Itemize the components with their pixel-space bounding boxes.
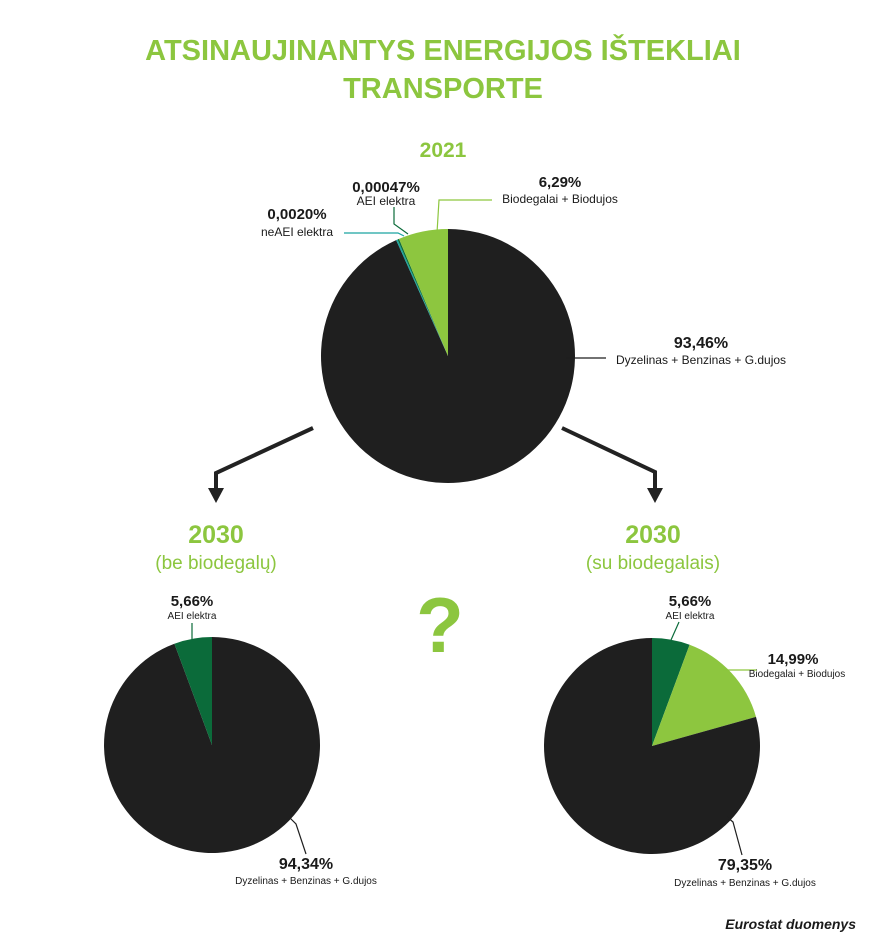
pie-slice-fossil xyxy=(104,637,321,853)
main-title-line-1: ATSINAUJINANTYS ENERGIJOS IŠTEKLIAI xyxy=(145,33,741,67)
pie-slice-ael xyxy=(397,238,448,356)
label-cat-bio-2021: Biodegalai + Biodujos xyxy=(502,192,618,206)
pie-slice-fossil xyxy=(543,638,760,854)
arrow-left-head xyxy=(208,488,224,503)
leader-line-fossil-2030b xyxy=(726,816,743,856)
label-cat-fossil-2030b: Dyzelinas + Benzinas + G.dujos xyxy=(674,878,816,889)
main-title-line-2: TRANSPORTE xyxy=(343,73,543,105)
label-cat-ael-2030b: AEI elektra xyxy=(666,611,715,622)
chart-2030-bio-subtitle: (su biodegalais) xyxy=(586,553,720,574)
label-pct-fossil-2021: 93,46% xyxy=(674,335,728,352)
pie-slice-bio xyxy=(652,644,756,746)
leader-line-ael-2021 xyxy=(393,207,409,235)
pie-slice-ael xyxy=(652,638,690,746)
arrow-left xyxy=(208,426,314,503)
pie-slice-neael xyxy=(396,239,448,356)
arrow-right-head xyxy=(647,488,663,503)
arrow-right xyxy=(561,426,663,503)
label-pct-bio-2030b: 14,99% xyxy=(768,651,819,668)
label-pct-ael-2030b: 5,66% xyxy=(669,593,712,610)
leader-lines xyxy=(191,199,757,856)
pie-slice-ael xyxy=(174,637,212,745)
leader-line-fossil-2030a xyxy=(289,817,307,855)
leader-line-ael-2030b xyxy=(670,621,680,641)
label-pct-fossil-2030a: 94,34% xyxy=(279,856,333,873)
label-pct-neael-2021: 0,0020% xyxy=(267,206,326,223)
chart-2021-title: 2021 xyxy=(420,139,467,162)
label-pct-fossil-2030b: 79,35% xyxy=(718,857,772,874)
label-cat-ael-2030a: AEI elektra xyxy=(168,611,217,622)
pie-chart-2030-no-biofuel xyxy=(104,637,321,853)
label-cat-bio-2030b: Biodegalai + Biodujos xyxy=(749,669,845,680)
question-mark: ? xyxy=(416,581,464,669)
chart-2030-bio-title: 2030 xyxy=(625,521,681,549)
leader-line-neael-2021 xyxy=(344,232,405,237)
pie-slice-fossil xyxy=(320,229,575,484)
label-cat-neael-2021: neAEI elektra xyxy=(261,225,333,239)
arrow-right-line xyxy=(561,426,657,490)
chart-2030-no-bio-subtitle: (be biodegalų) xyxy=(155,553,276,574)
pie-chart-2021 xyxy=(320,229,575,484)
chart-2030-no-bio-title: 2030 xyxy=(188,521,244,549)
label-cat-fossil-2030a: Dyzelinas + Benzinas + G.dujos xyxy=(235,876,377,887)
label-pct-ael-2030a: 5,66% xyxy=(171,593,214,610)
pie-chart-2030-with-biofuel xyxy=(543,638,760,854)
label-pct-bio-2021: 6,29% xyxy=(539,174,582,191)
arrow-left-line xyxy=(214,426,314,490)
label-cat-fossil-2021: Dyzelinas + Benzinas + G.dujos xyxy=(616,353,786,367)
label-cat-ael-2021: AEI elektra xyxy=(357,194,416,208)
label-pct-ael-2021: 0,00047% xyxy=(352,179,420,196)
pie-slice-bio xyxy=(398,229,448,356)
leader-line-bio-2021 xyxy=(436,199,492,234)
source-note: Eurostat duomenys xyxy=(725,916,856,932)
